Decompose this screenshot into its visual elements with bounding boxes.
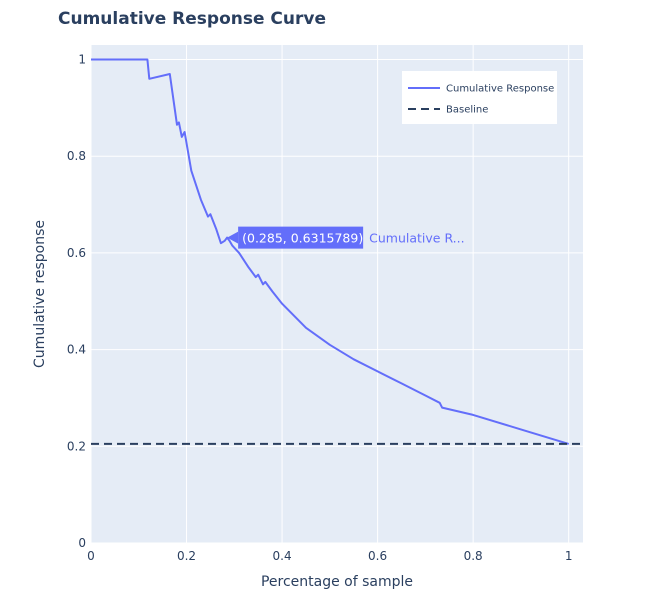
x-tick-label: 0.4	[273, 549, 292, 563]
legend[interactable]: Cumulative Response Baseline	[402, 71, 557, 124]
y-tick-label: 1	[78, 53, 86, 67]
series-line-cumulative-response	[91, 58, 569, 445]
hover-value: (0.285, 0.6315789)	[242, 231, 363, 246]
hover-trace-name: Cumulative R...	[369, 231, 464, 246]
legend-item-label[interactable]: Baseline	[446, 105, 488, 116]
y-tick-label: 0.6	[67, 246, 86, 260]
series-layer	[91, 58, 583, 445]
y-tick-label: 0.8	[67, 149, 86, 163]
x-tick-label: 0.2	[177, 549, 196, 563]
y-tick-label: 0.4	[67, 343, 86, 357]
x-tick-label: 0.6	[368, 549, 387, 563]
x-tick-label: 0	[87, 549, 95, 563]
legend-item-label[interactable]: Cumulative Response	[446, 84, 554, 95]
grid-lines	[90, 45, 583, 544]
hover-box	[238, 226, 364, 249]
y-tick-label: 0.2	[67, 439, 86, 453]
hover-tooltip: (0.285, 0.6315789) Cumulative R...	[227, 226, 465, 249]
hover-pointer	[227, 231, 239, 244]
legend-box	[402, 71, 557, 124]
x-tick-label: 1	[565, 549, 573, 563]
x-tick-label: 0.8	[464, 549, 483, 563]
plot-area	[91, 45, 583, 543]
y-tick-label: 0	[78, 536, 86, 550]
y-axis-title: Cumulative response	[32, 220, 48, 368]
chart-title: Cumulative Response Curve	[58, 9, 326, 29]
x-axis-title: Percentage of sample	[261, 574, 413, 590]
tick-labels: 0 0.2 0.4 0.6 0.8 1 0 0.2 0.4 0.6 0.8 1	[67, 53, 573, 563]
